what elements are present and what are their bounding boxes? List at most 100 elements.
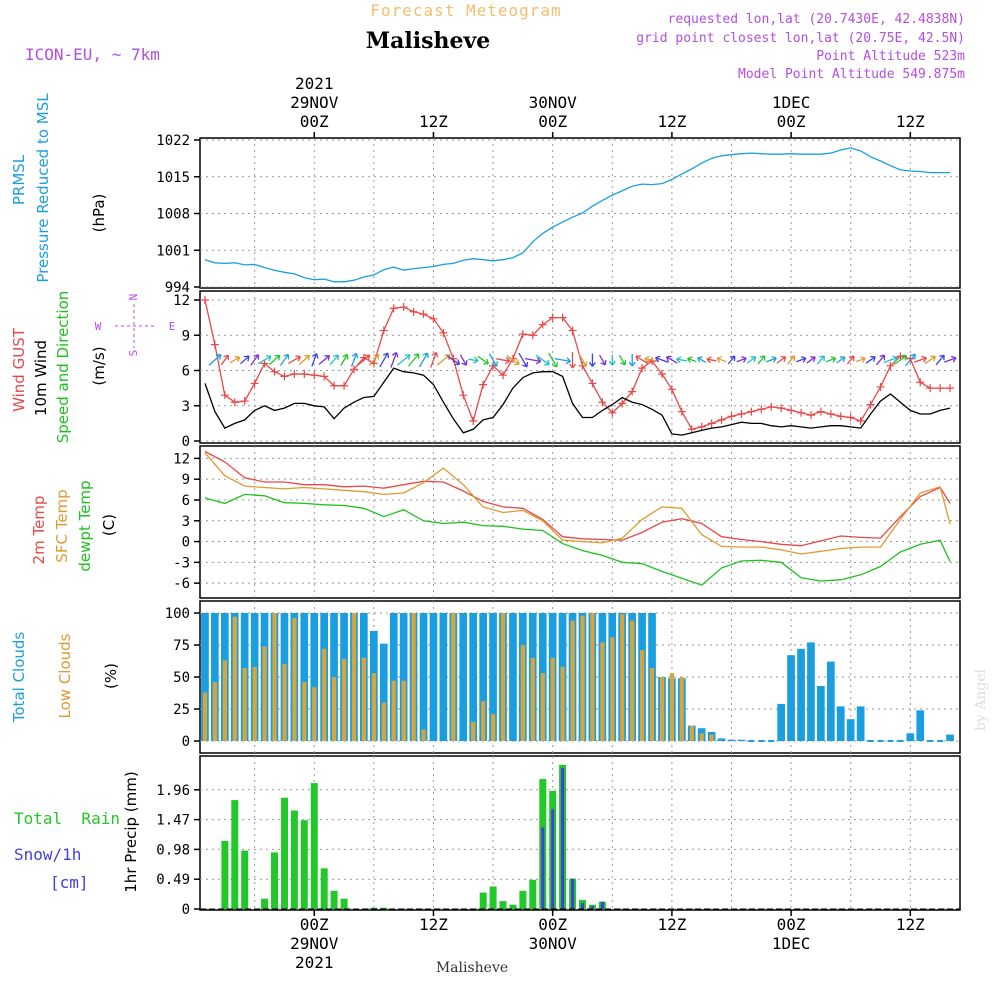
wind-arrow-head xyxy=(295,355,301,362)
wind-arrow-head xyxy=(635,355,641,362)
wind-arrow-head xyxy=(473,356,479,364)
pressure-series-prmsl xyxy=(204,147,951,283)
clouds-bar-total-clouds xyxy=(727,739,736,741)
precipitation-ytick-label: 0.98 xyxy=(156,842,190,858)
gust-marker xyxy=(628,387,637,396)
temperature-ytick-label: 9 xyxy=(182,472,190,488)
wind-direction-arrow xyxy=(787,355,796,365)
wind-arrow-shaft xyxy=(311,353,318,367)
gust-marker xyxy=(538,320,547,329)
wind-ytick-label: 3 xyxy=(182,399,190,415)
wind-arrow-head xyxy=(800,356,807,363)
clouds-bar-low-clouds xyxy=(262,646,267,741)
wind-direction-arrow xyxy=(407,353,420,367)
pressure-ytick-label: 1022 xyxy=(156,133,190,149)
precipitation-bar-total-rain xyxy=(370,907,378,909)
wind-direction-arrow xyxy=(924,355,936,365)
wind-arrow-shaft xyxy=(578,353,587,367)
wind-arrow-head xyxy=(544,359,550,366)
wind-arrow-head xyxy=(620,359,627,366)
wind-arrow-shaft xyxy=(846,355,855,365)
clouds-ytick-label: 100 xyxy=(165,606,190,622)
wind-direction-arrow xyxy=(836,356,846,364)
wind-arrow-head xyxy=(860,356,866,363)
wind-arrow-head xyxy=(333,354,339,361)
pressure-ytick-label: 1015 xyxy=(156,170,190,186)
precipitation-bar-total-rain xyxy=(310,783,318,909)
gust-marker xyxy=(717,415,726,424)
gust-marker xyxy=(806,411,815,420)
wind-direction-arrow xyxy=(736,356,747,363)
gust-marker xyxy=(330,381,339,390)
gust-marker xyxy=(310,371,319,380)
gust-marker xyxy=(459,391,468,400)
gust-marker xyxy=(787,406,796,415)
wind-arrow-head xyxy=(950,355,957,363)
wind-arrow-shaft xyxy=(944,357,957,363)
clouds-bar-low-clouds xyxy=(391,680,396,741)
clouds-ytick-label: 0 xyxy=(182,734,190,750)
wind-direction-arrow xyxy=(608,354,616,366)
gust-marker xyxy=(588,379,597,388)
wind-arrow-shaft xyxy=(488,353,498,367)
wind-direction-arrow xyxy=(697,356,707,363)
wind-unit: (m/s) xyxy=(90,346,108,385)
wind-arrow-shaft xyxy=(618,354,626,366)
wind-direction-arrow xyxy=(240,355,250,365)
wind-arrow-head xyxy=(729,355,736,362)
compass-north: N xyxy=(127,294,140,301)
clouds-bar-low-clouds xyxy=(411,613,416,741)
wind-arrow-head xyxy=(342,353,349,360)
gust-marker xyxy=(836,412,845,421)
clouds-bar-total-clouds xyxy=(787,655,795,741)
clouds-bar-low-clouds xyxy=(570,620,575,741)
wind-direction-arrow xyxy=(706,356,717,364)
pressure-label: Pressure Reduced to MSL xyxy=(34,93,52,283)
wind-direction-arrow xyxy=(506,355,520,366)
model-point-altitude: Model Point Altitude 549.875m xyxy=(738,67,965,82)
wind-series-10m-wind xyxy=(204,367,951,436)
wind-series-wind-gust xyxy=(204,299,951,431)
clouds-bar-total-clouds xyxy=(310,613,319,741)
precipitation-bar-snow-1h xyxy=(541,827,545,909)
clouds-bar-total-clouds xyxy=(509,613,517,741)
clouds-bar-low-clouds xyxy=(252,666,257,741)
wind-arrow-shaft xyxy=(446,355,460,365)
precipitation-bar-total-rain xyxy=(499,901,507,909)
gust-marker xyxy=(270,367,279,376)
precipitation-bar-snow-1h xyxy=(561,767,565,909)
compass-south: S xyxy=(127,350,140,357)
gust-marker xyxy=(936,384,945,393)
precipitation-bar-total-rain xyxy=(380,907,388,909)
clouds-bar-total-clouds xyxy=(777,703,785,741)
wind-arrow-head xyxy=(716,356,722,363)
wind-direction-arrow xyxy=(548,352,558,368)
pressure-ytick-label: 1008 xyxy=(156,207,190,223)
precipitation-bar-snow-1h xyxy=(551,809,555,909)
clouds-bar-total-clouds xyxy=(399,613,408,741)
clouds-bar-low-clouds xyxy=(550,657,555,741)
clouds-bar-low-clouds xyxy=(649,668,655,741)
precip-panel-labels: Total Rain Snow/1h [cm] 1hr Precip (mm) xyxy=(14,771,140,892)
clouds-bar-low-clouds xyxy=(600,642,605,741)
wind-arrow-head xyxy=(311,353,319,359)
wind-arrow-shaft xyxy=(765,357,777,363)
wind-compass: N S W E xyxy=(95,294,176,357)
wind-arrow-shaft xyxy=(279,354,289,366)
wind-ytick-label: 0 xyxy=(182,434,190,450)
grid-point-coordinates: grid point closest lon,lat (20.75E, 42.5… xyxy=(636,31,965,46)
clouds-bar-low-clouds xyxy=(659,677,665,741)
wind-arrow-shaft xyxy=(459,354,467,366)
clouds-bar-low-clouds xyxy=(202,692,208,741)
wind-direction-arrow xyxy=(430,351,439,368)
gust-marker xyxy=(638,364,647,373)
clouds-bar-total-clouds xyxy=(906,733,915,741)
wind-direction-arrow xyxy=(644,355,660,363)
wind-direction-arrow xyxy=(676,356,688,364)
clouds-bar-total-clouds xyxy=(211,613,219,741)
gust-marker xyxy=(737,409,746,418)
clouds-bar-low-clouds xyxy=(361,657,366,741)
snow-label: Snow/1h xyxy=(14,845,81,864)
wind-arrow-head xyxy=(600,359,607,366)
wind-arrow-shaft xyxy=(357,354,371,366)
